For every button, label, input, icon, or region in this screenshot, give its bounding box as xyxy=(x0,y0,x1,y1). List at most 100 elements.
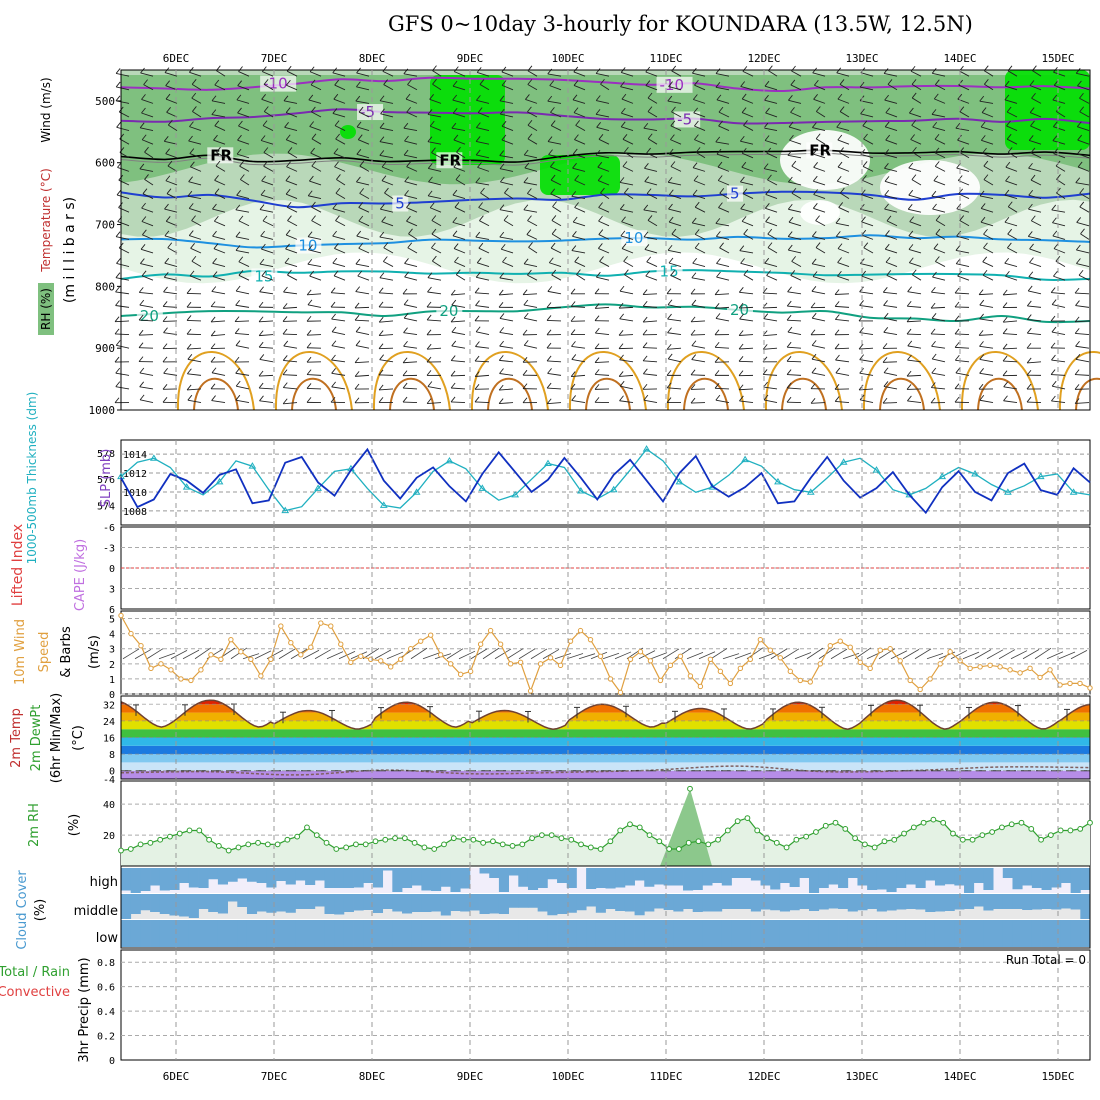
wind-barb xyxy=(573,221,586,227)
wind-barb-flag xyxy=(522,329,528,336)
wind-barb-flag xyxy=(499,163,505,170)
wind-speed-point xyxy=(607,676,614,682)
wind-barb-flag xyxy=(427,272,433,278)
cloud-bar xyxy=(479,868,490,874)
wind-barb-flag xyxy=(908,257,914,264)
wind-barb-flag xyxy=(884,189,890,196)
wind-barb-flag xyxy=(911,92,917,99)
thickness-point xyxy=(905,490,914,498)
wind-barb-flag xyxy=(791,256,797,262)
thickness-point xyxy=(149,454,158,461)
wind-barb xyxy=(620,385,634,390)
cloud-bar xyxy=(508,920,519,947)
wind-speed-point xyxy=(1017,670,1023,676)
wind-barb-flag xyxy=(192,106,197,112)
wind-speed-point xyxy=(757,636,764,643)
wind-barb xyxy=(790,111,802,118)
wind-barb-flag xyxy=(739,245,745,251)
wind-barb xyxy=(645,85,658,91)
wind-barb xyxy=(263,152,274,159)
wind-barb xyxy=(767,247,778,254)
wind-barb xyxy=(910,139,922,145)
wind-barb-flag xyxy=(406,202,411,208)
wind-barb xyxy=(764,168,778,172)
temp-contour-label: -5 xyxy=(360,103,375,121)
wind-barb xyxy=(789,139,802,145)
cloud-bar xyxy=(876,894,887,912)
wind-barb-flag xyxy=(764,203,770,209)
wind-barb xyxy=(908,194,922,200)
wind-barb xyxy=(860,263,874,268)
cloud-bar xyxy=(624,920,635,947)
wind10m-axis-label: & Barbs xyxy=(59,626,74,678)
wind-barb-flag xyxy=(330,287,336,293)
cloud-bar xyxy=(285,920,296,947)
wind-barb-flag xyxy=(596,271,601,278)
wind-barb-flag xyxy=(642,342,648,348)
thickness-point xyxy=(314,484,322,491)
wind-barb-flag xyxy=(1074,384,1080,390)
wind-barb xyxy=(979,334,994,336)
temp-tick-label: 8 xyxy=(109,750,115,761)
wind-speed-point xyxy=(667,662,674,669)
wind-barb-flag xyxy=(115,340,121,346)
wind-barb-flag xyxy=(959,215,965,221)
cloud-bar xyxy=(547,894,558,916)
wind-barb xyxy=(1051,292,1066,295)
wind-barb-flag xyxy=(1052,135,1058,141)
wind-barb xyxy=(934,152,946,159)
wind-barb-flag xyxy=(426,370,432,376)
wind-barb xyxy=(191,260,202,267)
wind-barb-flag xyxy=(285,107,291,113)
wind-barb-flag xyxy=(1004,189,1010,196)
wind-barb-flag xyxy=(571,191,577,197)
cloud-bar xyxy=(828,920,839,947)
temp-contour-label: 20 xyxy=(439,302,458,320)
wind-barb-flag xyxy=(547,286,553,292)
wind-barb-flag xyxy=(666,288,672,294)
wind-speed-point xyxy=(288,639,294,646)
wind-barb-flag xyxy=(1007,147,1013,153)
rh-point xyxy=(529,835,535,842)
wind-barb xyxy=(740,86,754,91)
wind-barb xyxy=(451,304,466,308)
wind-barb-flag xyxy=(167,242,173,249)
wind-barb xyxy=(1054,84,1066,91)
wind-barb xyxy=(527,274,538,281)
temp-tick-label: -4 xyxy=(103,775,115,786)
rh-point xyxy=(920,819,927,826)
wind-tick-label: 5 xyxy=(109,615,115,626)
wind-barb-flag xyxy=(550,161,555,168)
surface-wind-barb xyxy=(1046,651,1064,660)
wind-barb-flag xyxy=(1053,270,1058,277)
wind-speed-point xyxy=(328,623,334,629)
rh-point xyxy=(333,846,340,852)
temp-band xyxy=(121,704,1090,713)
wind-barb xyxy=(598,234,610,240)
wind-barb xyxy=(931,345,946,349)
wind-barb-flag xyxy=(335,215,340,221)
wind-barb-flag xyxy=(311,106,316,113)
wind-barb-flag xyxy=(791,187,797,194)
wind-barb xyxy=(403,387,418,390)
wind-barb xyxy=(667,318,682,322)
cloud-bar xyxy=(566,920,577,947)
wind-barb xyxy=(571,306,586,308)
thickness-point xyxy=(806,488,815,495)
wind-speed-point xyxy=(707,656,714,662)
cloud-bar xyxy=(527,868,539,890)
wind-barb-flag xyxy=(213,134,218,141)
wind-barb xyxy=(619,400,634,404)
wind-barb-flag xyxy=(282,369,288,375)
rh-point xyxy=(558,835,565,842)
wind-barb-flag xyxy=(594,303,600,309)
wind-barb xyxy=(263,83,274,91)
temp-band xyxy=(121,720,1090,730)
wind-barb xyxy=(286,70,298,77)
wind-barb xyxy=(283,333,298,336)
wind-barb-flag xyxy=(214,188,220,194)
wind-barb xyxy=(959,220,970,227)
wind-barb xyxy=(404,317,418,322)
wind-barb xyxy=(428,181,442,186)
cloud-bar xyxy=(169,868,180,890)
